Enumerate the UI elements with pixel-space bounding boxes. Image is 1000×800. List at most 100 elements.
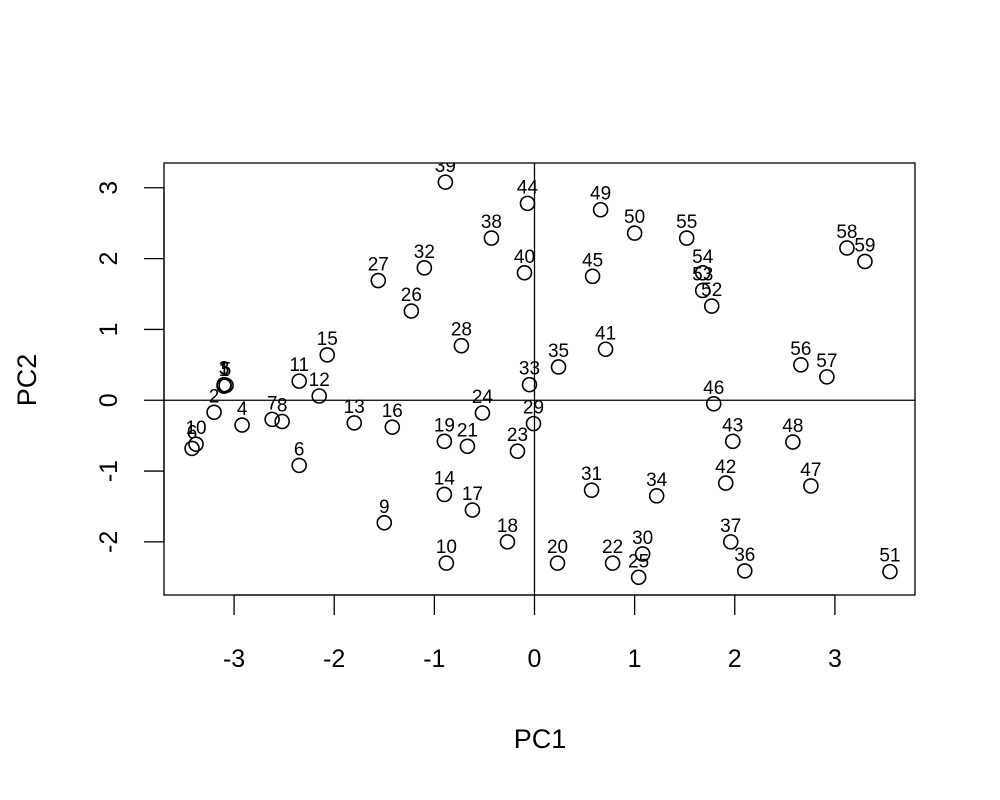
data-point-label: 19 xyxy=(434,415,455,436)
data-point-label: 54 xyxy=(692,247,714,268)
data-point-label: 18 xyxy=(497,516,518,537)
data-point-label: 24 xyxy=(472,387,494,408)
data-point-label: 21 xyxy=(457,420,478,441)
data-point xyxy=(384,419,401,435)
data-point-label: 50 xyxy=(624,207,645,228)
data-point-label: 36 xyxy=(734,545,755,566)
data-point xyxy=(291,373,307,389)
data-point-label: 28 xyxy=(451,320,472,341)
data-point xyxy=(346,415,363,431)
data-point-label: 46 xyxy=(703,378,724,399)
y-tick-label: 0 xyxy=(95,393,123,407)
data-point-label: 41 xyxy=(595,323,616,344)
data-point xyxy=(793,357,809,373)
data-point xyxy=(436,486,453,503)
data-point xyxy=(592,201,609,218)
data-point xyxy=(724,433,741,450)
x-tick-label: 0 xyxy=(528,645,542,673)
data-point xyxy=(819,369,835,385)
data-point-label: 57 xyxy=(816,351,837,372)
y-tick-label: -1 xyxy=(95,460,123,482)
x-tick-label: -1 xyxy=(423,645,445,673)
data-point xyxy=(274,413,290,430)
data-point xyxy=(184,440,200,457)
y-tick-label: -2 xyxy=(95,531,123,553)
x-tick-label: 3 xyxy=(828,645,842,673)
data-point-label: 56 xyxy=(790,339,811,360)
data-point xyxy=(630,569,647,586)
y-axis: -2 -1 0 1 2 3 xyxy=(95,181,165,553)
x-tick-label: -2 xyxy=(323,645,345,673)
data-point-label: 43 xyxy=(722,415,743,436)
data-point xyxy=(188,436,204,452)
data-point-label: 13 xyxy=(344,397,365,418)
data-point-label: 4 xyxy=(237,399,248,420)
data-point xyxy=(882,563,898,580)
data-point xyxy=(436,433,453,450)
data-point xyxy=(453,337,470,354)
data-point-label: 34 xyxy=(646,470,668,491)
x-axis-title: PC1 xyxy=(514,724,567,754)
data-point xyxy=(857,253,873,270)
data-point-label: 10 xyxy=(436,537,457,558)
data-point-label: 25 xyxy=(628,551,649,572)
data-point-label: 6 xyxy=(187,422,198,443)
data-point-label: 29 xyxy=(523,398,544,419)
y-tick-label: 3 xyxy=(95,181,123,195)
data-point-label: 35 xyxy=(548,341,569,362)
data-point xyxy=(234,417,250,433)
data-point-label: 40 xyxy=(514,247,535,268)
data-point xyxy=(264,411,280,428)
data-point xyxy=(634,546,651,562)
data-point-label: 10 xyxy=(185,418,206,439)
data-point xyxy=(474,405,491,421)
x-axis: -3 -2 -1 0 1 2 3 xyxy=(223,594,842,673)
data-point-label: 49 xyxy=(590,184,611,205)
data-point xyxy=(376,514,393,531)
data-point xyxy=(521,376,538,393)
data-point-label: 11 xyxy=(289,355,309,376)
data-point xyxy=(705,395,722,412)
data-point xyxy=(483,230,500,246)
data-point-label: 53 xyxy=(692,264,713,285)
data-point-label: 6 xyxy=(294,439,305,460)
data-point-label: 15 xyxy=(317,329,338,350)
data-point xyxy=(803,478,819,494)
data-point-label: 2 xyxy=(209,386,220,407)
data-point-label: 38 xyxy=(481,212,502,233)
x-tick-label: 2 xyxy=(728,645,742,673)
data-point-label: 59 xyxy=(854,235,875,256)
data-point-label: 20 xyxy=(547,537,568,558)
data-point-label: 42 xyxy=(715,457,736,478)
y-tick-label: 1 xyxy=(95,322,123,336)
data-point-label: 7 xyxy=(267,393,278,414)
data-point xyxy=(722,534,739,550)
data-point xyxy=(416,260,433,276)
y-tick-label: 2 xyxy=(95,252,123,266)
y-axis-title: PC2 xyxy=(12,354,42,407)
data-point xyxy=(403,303,420,319)
x-tick-label: -3 xyxy=(223,645,245,673)
data-point-label: 16 xyxy=(382,401,403,422)
data-point-label: 39 xyxy=(435,156,456,177)
data-point xyxy=(597,341,614,358)
data-point-label: 33 xyxy=(519,359,540,380)
data-point xyxy=(291,457,307,474)
data-point-label: 58 xyxy=(836,222,857,243)
data-point-label: 45 xyxy=(582,250,603,271)
data-point xyxy=(370,272,387,289)
data-point xyxy=(438,555,455,571)
data-point-label: 3 xyxy=(219,359,230,380)
data-point-label: 47 xyxy=(800,460,821,481)
data-point-label: 23 xyxy=(507,425,528,446)
data-point xyxy=(583,482,600,498)
data-point xyxy=(785,434,801,450)
data-point-label: 55 xyxy=(676,212,697,233)
data-point xyxy=(509,443,526,460)
data-point-label: 9 xyxy=(379,497,390,518)
data-point xyxy=(319,347,336,363)
data-point xyxy=(206,404,222,421)
data-point xyxy=(516,264,533,281)
data-point-label: 48 xyxy=(782,416,803,437)
